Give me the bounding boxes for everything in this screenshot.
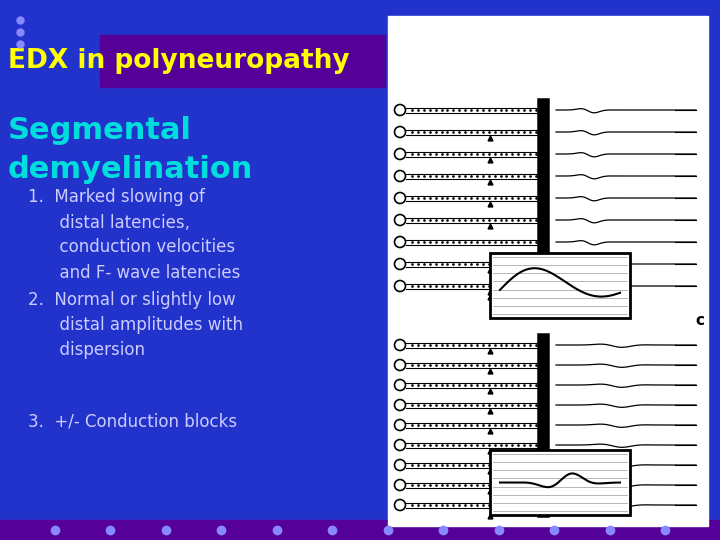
Text: 1.  Marked slowing of
      distal latencies,
      conduction velocities
      : 1. Marked slowing of distal latencies, c… (28, 188, 240, 281)
Text: 2.  Normal or slightly low
      distal amplitudes with
      dispersion: 2. Normal or slightly low distal amplitu… (28, 291, 243, 359)
Text: Segmental
demyelination: Segmental demyelination (8, 117, 253, 184)
Bar (100, 35, 385, 87)
Bar (490, 450, 630, 515)
Text: EDX in polyneuropathy: EDX in polyneuropathy (8, 48, 350, 74)
Bar (0, 520, 720, 540)
Text: c: c (695, 313, 704, 328)
Bar (388, 16, 708, 526)
Text: 3.  +/- Conduction blocks: 3. +/- Conduction blocks (28, 413, 237, 431)
Bar (490, 253, 630, 318)
